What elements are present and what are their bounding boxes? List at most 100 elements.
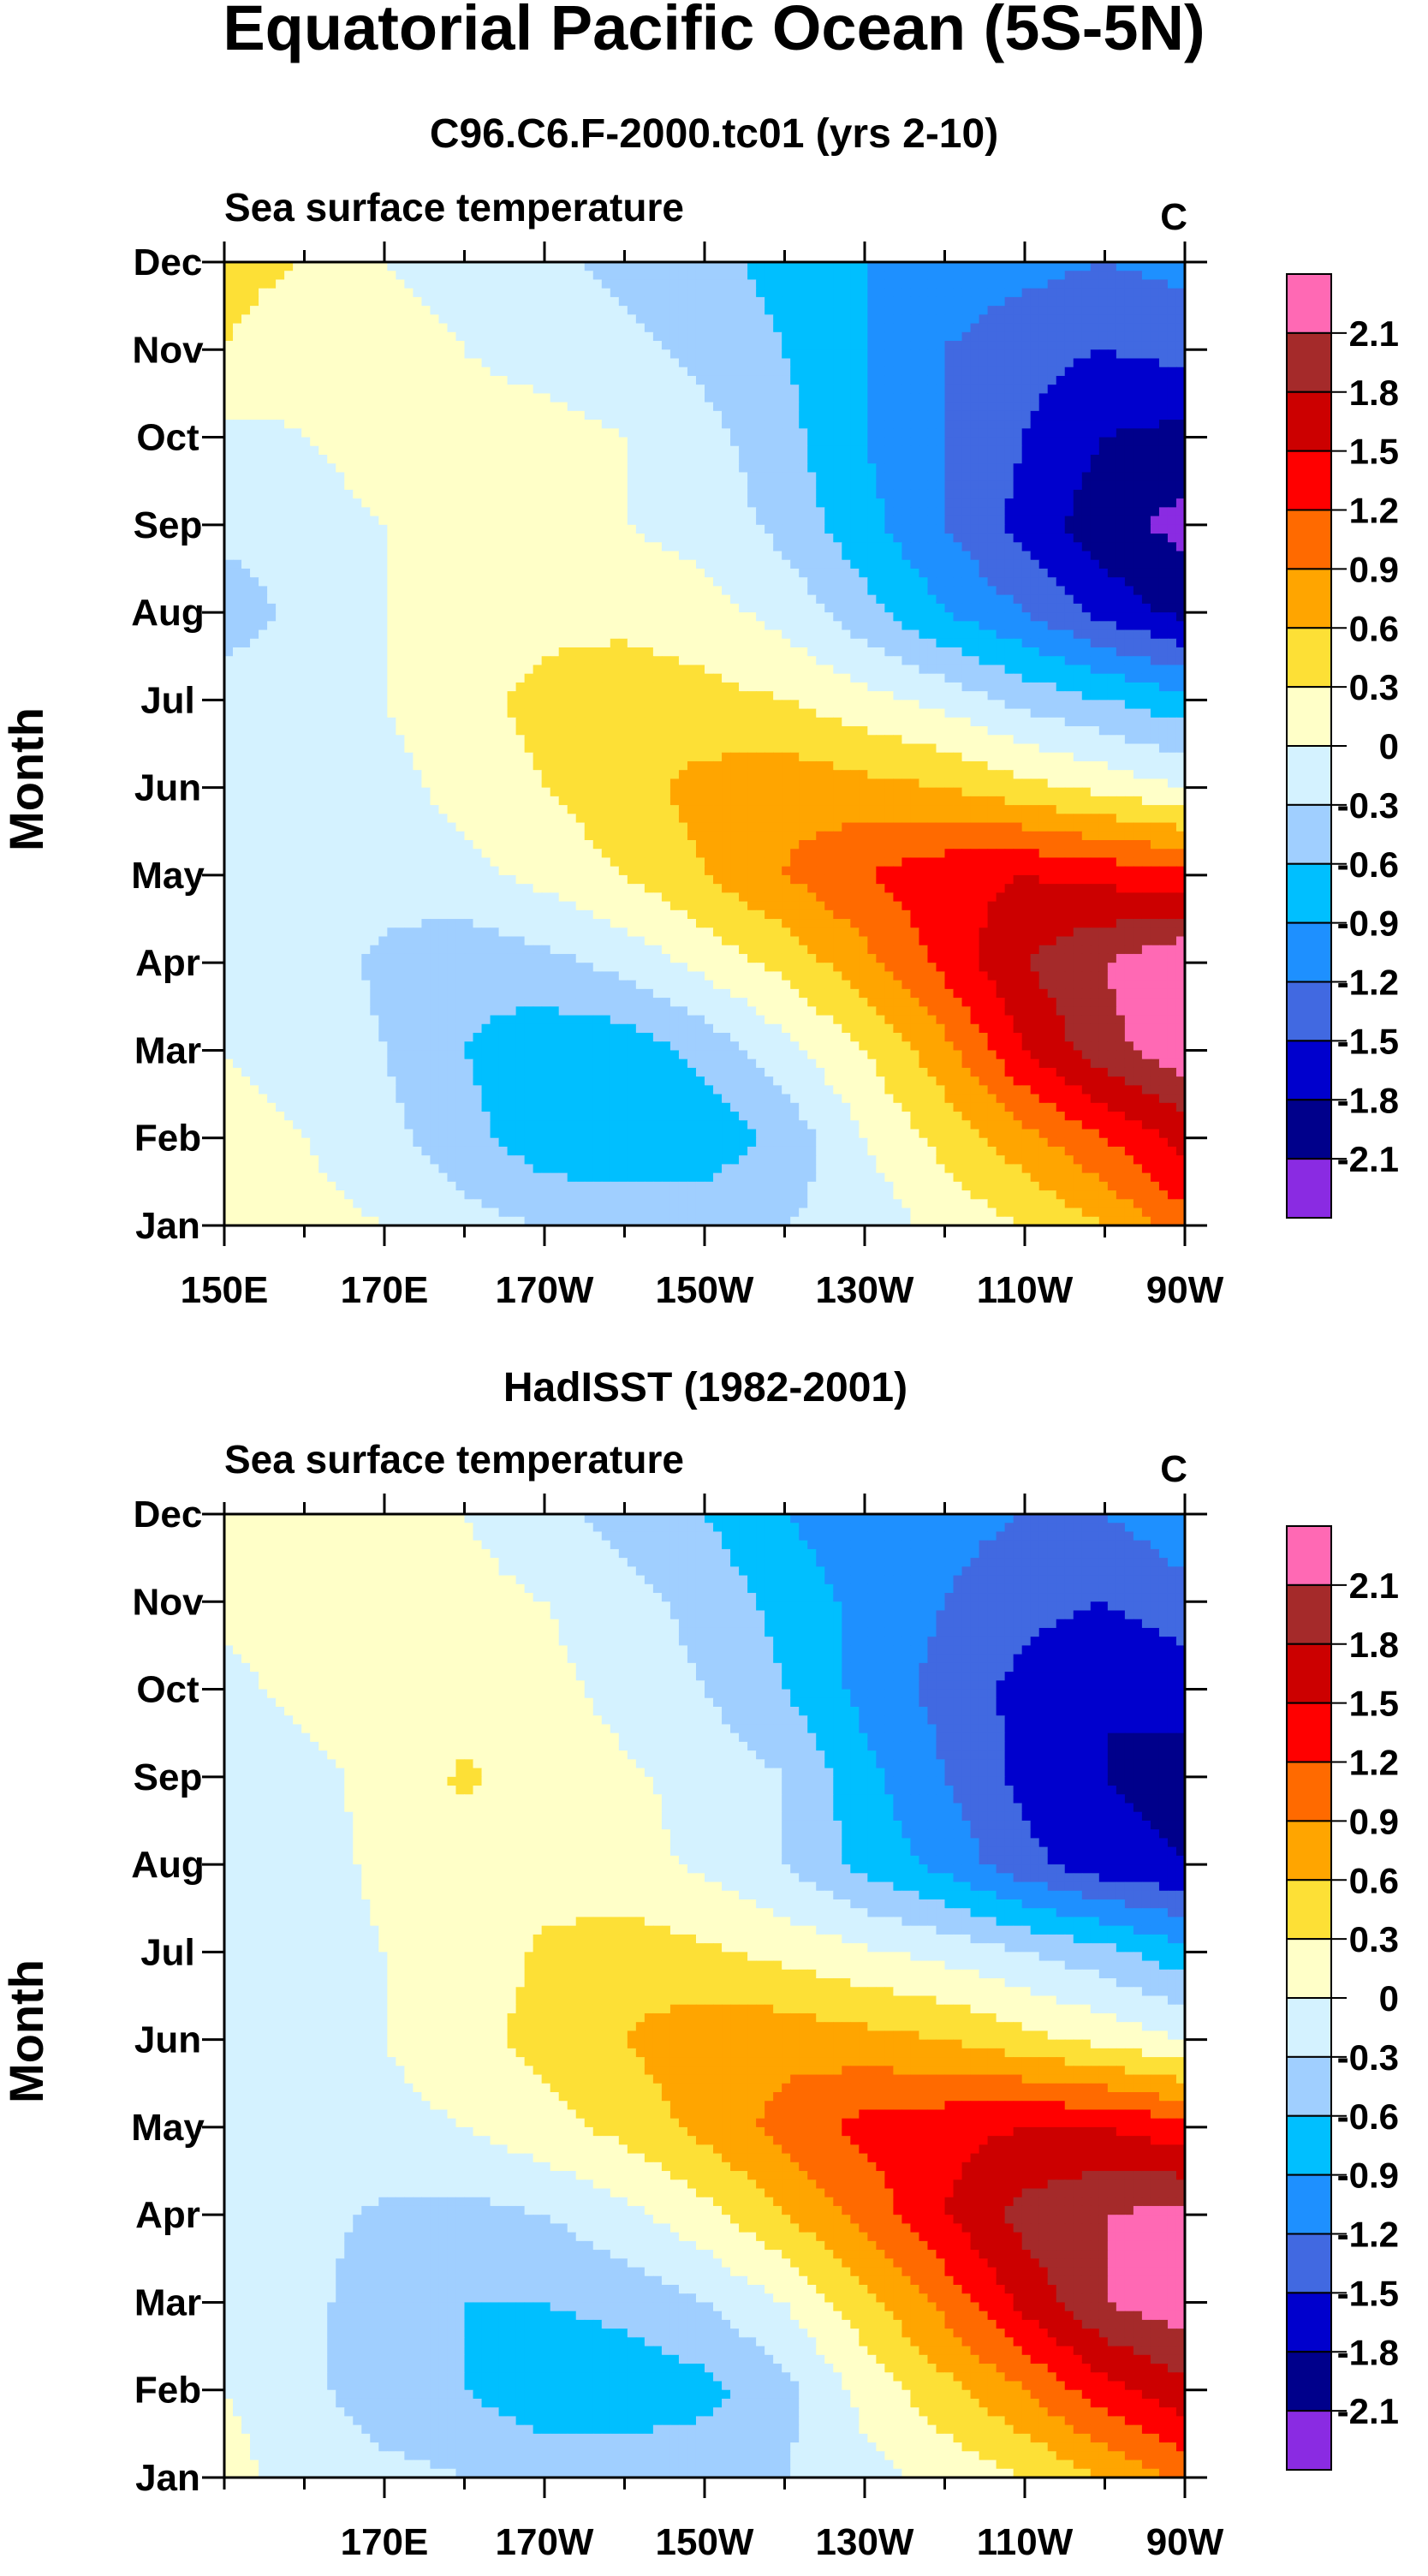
heatmap-cell xyxy=(1048,349,1057,359)
heatmap-cell xyxy=(1091,314,1100,324)
heatmap-cell xyxy=(954,341,963,350)
heatmap-cell xyxy=(1099,271,1109,280)
heatmap-cell xyxy=(1151,341,1160,350)
heatmap-cell xyxy=(455,341,465,350)
heatmap-cell xyxy=(1048,306,1057,315)
heatmap-cell xyxy=(1108,332,1117,342)
heatmap-cell xyxy=(1074,289,1083,298)
heatmap-cell xyxy=(653,271,663,280)
heatmap-cell xyxy=(954,314,963,324)
heatmap-cell xyxy=(876,306,885,315)
heatmap-cell xyxy=(447,332,456,342)
heatmap-cell xyxy=(284,271,294,280)
heatmap-cell xyxy=(318,349,328,359)
heatmap-cell xyxy=(465,314,474,324)
heatmap-cell xyxy=(387,359,396,368)
heatmap-cell xyxy=(713,297,723,307)
heatmap-cell xyxy=(927,324,937,333)
heatmap-cell xyxy=(945,324,955,333)
heatmap-cell xyxy=(645,271,654,280)
heatmap-cell xyxy=(954,297,963,307)
heatmap-cell xyxy=(884,341,894,350)
heatmap-cell xyxy=(747,306,757,315)
heatmap-cell xyxy=(670,289,680,298)
figure-title: Equatorial Pacific Ocean (5S-5N) xyxy=(223,0,1205,63)
heatmap-cell xyxy=(1005,306,1014,315)
heatmap-cell xyxy=(722,359,731,368)
heatmap-cell xyxy=(1074,332,1083,342)
heatmap-cell xyxy=(413,271,422,280)
heatmap-cell xyxy=(550,306,560,315)
heatmap-cell xyxy=(653,349,663,359)
heatmap-cell xyxy=(336,341,345,350)
heatmap-cell xyxy=(1108,324,1117,333)
heatmap-cell xyxy=(318,279,328,289)
heatmap-cell xyxy=(1074,297,1083,307)
heatmap-cell xyxy=(1048,324,1057,333)
heatmap-cell xyxy=(1065,297,1074,307)
heatmap-cell xyxy=(1048,332,1057,342)
heatmap-cell xyxy=(499,297,509,307)
heatmap-cell xyxy=(927,289,937,298)
heatmap-cell xyxy=(628,306,637,315)
heatmap-cell xyxy=(516,367,526,377)
heatmap-cell xyxy=(499,349,509,359)
heatmap-cell xyxy=(259,271,268,280)
heatmap-cell xyxy=(568,349,577,359)
heatmap-cell xyxy=(370,306,379,315)
heatmap-cell xyxy=(679,367,688,377)
heatmap-cell xyxy=(533,306,543,315)
heatmap-cell xyxy=(310,297,319,307)
heatmap-cell xyxy=(782,324,791,333)
heatmap-cell xyxy=(293,314,302,324)
heatmap-cell xyxy=(722,279,731,289)
heatmap-cell xyxy=(833,332,842,342)
heatmap-cell xyxy=(301,289,311,298)
heatmap-cell xyxy=(1065,359,1074,368)
heatmap-cell xyxy=(473,341,483,350)
heatmap-cell xyxy=(542,297,551,307)
heatmap-cell xyxy=(378,262,388,271)
heatmap-cell xyxy=(1099,324,1109,333)
heatmap-cell xyxy=(593,262,603,271)
heatmap-cell xyxy=(679,359,688,368)
heatmap-cell xyxy=(267,271,277,280)
heatmap-cell xyxy=(1005,314,1014,324)
heatmap-cell xyxy=(318,367,328,377)
heatmap-cell xyxy=(1014,297,1023,307)
heatmap-cell xyxy=(919,289,928,298)
heatmap-cell xyxy=(884,262,894,271)
heatmap-cell xyxy=(1168,271,1177,280)
heatmap-cell xyxy=(1014,349,1023,359)
heatmap-cell xyxy=(1074,349,1083,359)
heatmap-cell xyxy=(619,359,628,368)
heatmap-cell xyxy=(824,297,834,307)
heatmap-cell xyxy=(482,289,491,298)
heatmap-cell xyxy=(979,359,989,368)
heatmap-cell xyxy=(645,324,654,333)
heatmap-cell xyxy=(576,349,586,359)
heatmap-cell xyxy=(850,271,860,280)
heatmap-cell xyxy=(396,359,405,368)
heatmap-cell xyxy=(318,359,328,368)
heatmap-cell xyxy=(482,306,491,315)
heatmap-cell xyxy=(465,341,474,350)
heatmap-cell xyxy=(1065,279,1074,289)
heatmap-cell xyxy=(619,332,628,342)
heatmap-cell xyxy=(576,297,586,307)
heatmap-cell xyxy=(679,341,688,350)
heatmap-cell xyxy=(722,297,731,307)
heatmap-cell xyxy=(884,324,894,333)
heatmap-cell xyxy=(404,271,414,280)
heatmap-cell xyxy=(859,271,868,280)
heatmap-cell xyxy=(301,324,311,333)
heatmap-cell xyxy=(568,341,577,350)
heatmap-cell xyxy=(1056,279,1066,289)
heatmap-cell xyxy=(284,289,294,298)
heatmap-cell xyxy=(859,289,868,298)
heatmap-cell xyxy=(336,359,345,368)
heatmap-cell xyxy=(705,324,714,333)
heatmap-cell xyxy=(910,324,919,333)
heatmap-cell xyxy=(876,279,885,289)
heatmap-cell xyxy=(447,306,456,315)
